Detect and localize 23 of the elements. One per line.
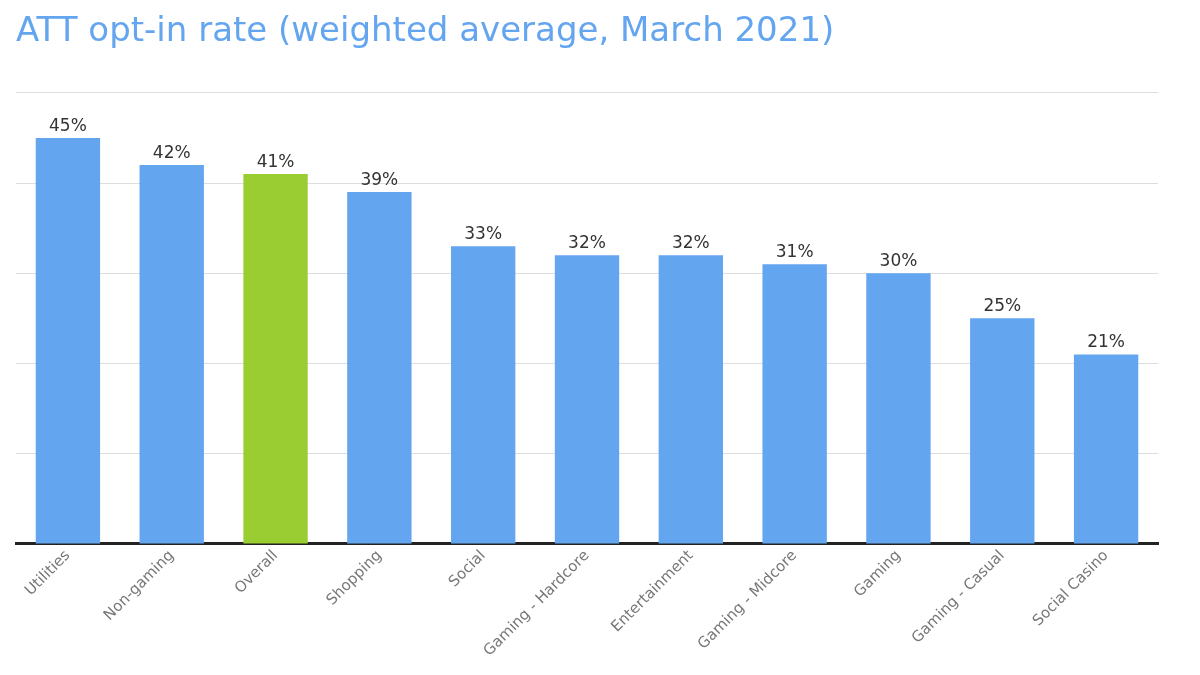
data-label: 41%: [256, 150, 295, 171]
data-label: 33%: [464, 223, 503, 244]
chart-title: ATT opt-in rate (weighted average, March 2021): [16, 9, 835, 50]
data-label: 32%: [671, 232, 710, 253]
bar: [35, 137, 101, 544]
data-label: 32%: [568, 232, 606, 253]
bar: [762, 264, 827, 544]
bar: [866, 273, 931, 544]
data-label: 25%: [983, 295, 1022, 316]
data-label: 31%: [775, 241, 814, 262]
data-label: 39%: [360, 168, 399, 189]
bar: [1073, 354, 1139, 544]
data-label: 42%: [152, 141, 191, 162]
bar: [243, 174, 308, 544]
bar: [451, 246, 516, 544]
data-label: 21%: [1087, 331, 1125, 352]
data-label: 45%: [49, 114, 87, 135]
bar: [139, 164, 204, 544]
bar: [554, 255, 620, 544]
bar: [970, 318, 1035, 544]
bar: [658, 255, 723, 544]
data-label: 30%: [879, 250, 918, 271]
bar: [347, 192, 412, 544]
